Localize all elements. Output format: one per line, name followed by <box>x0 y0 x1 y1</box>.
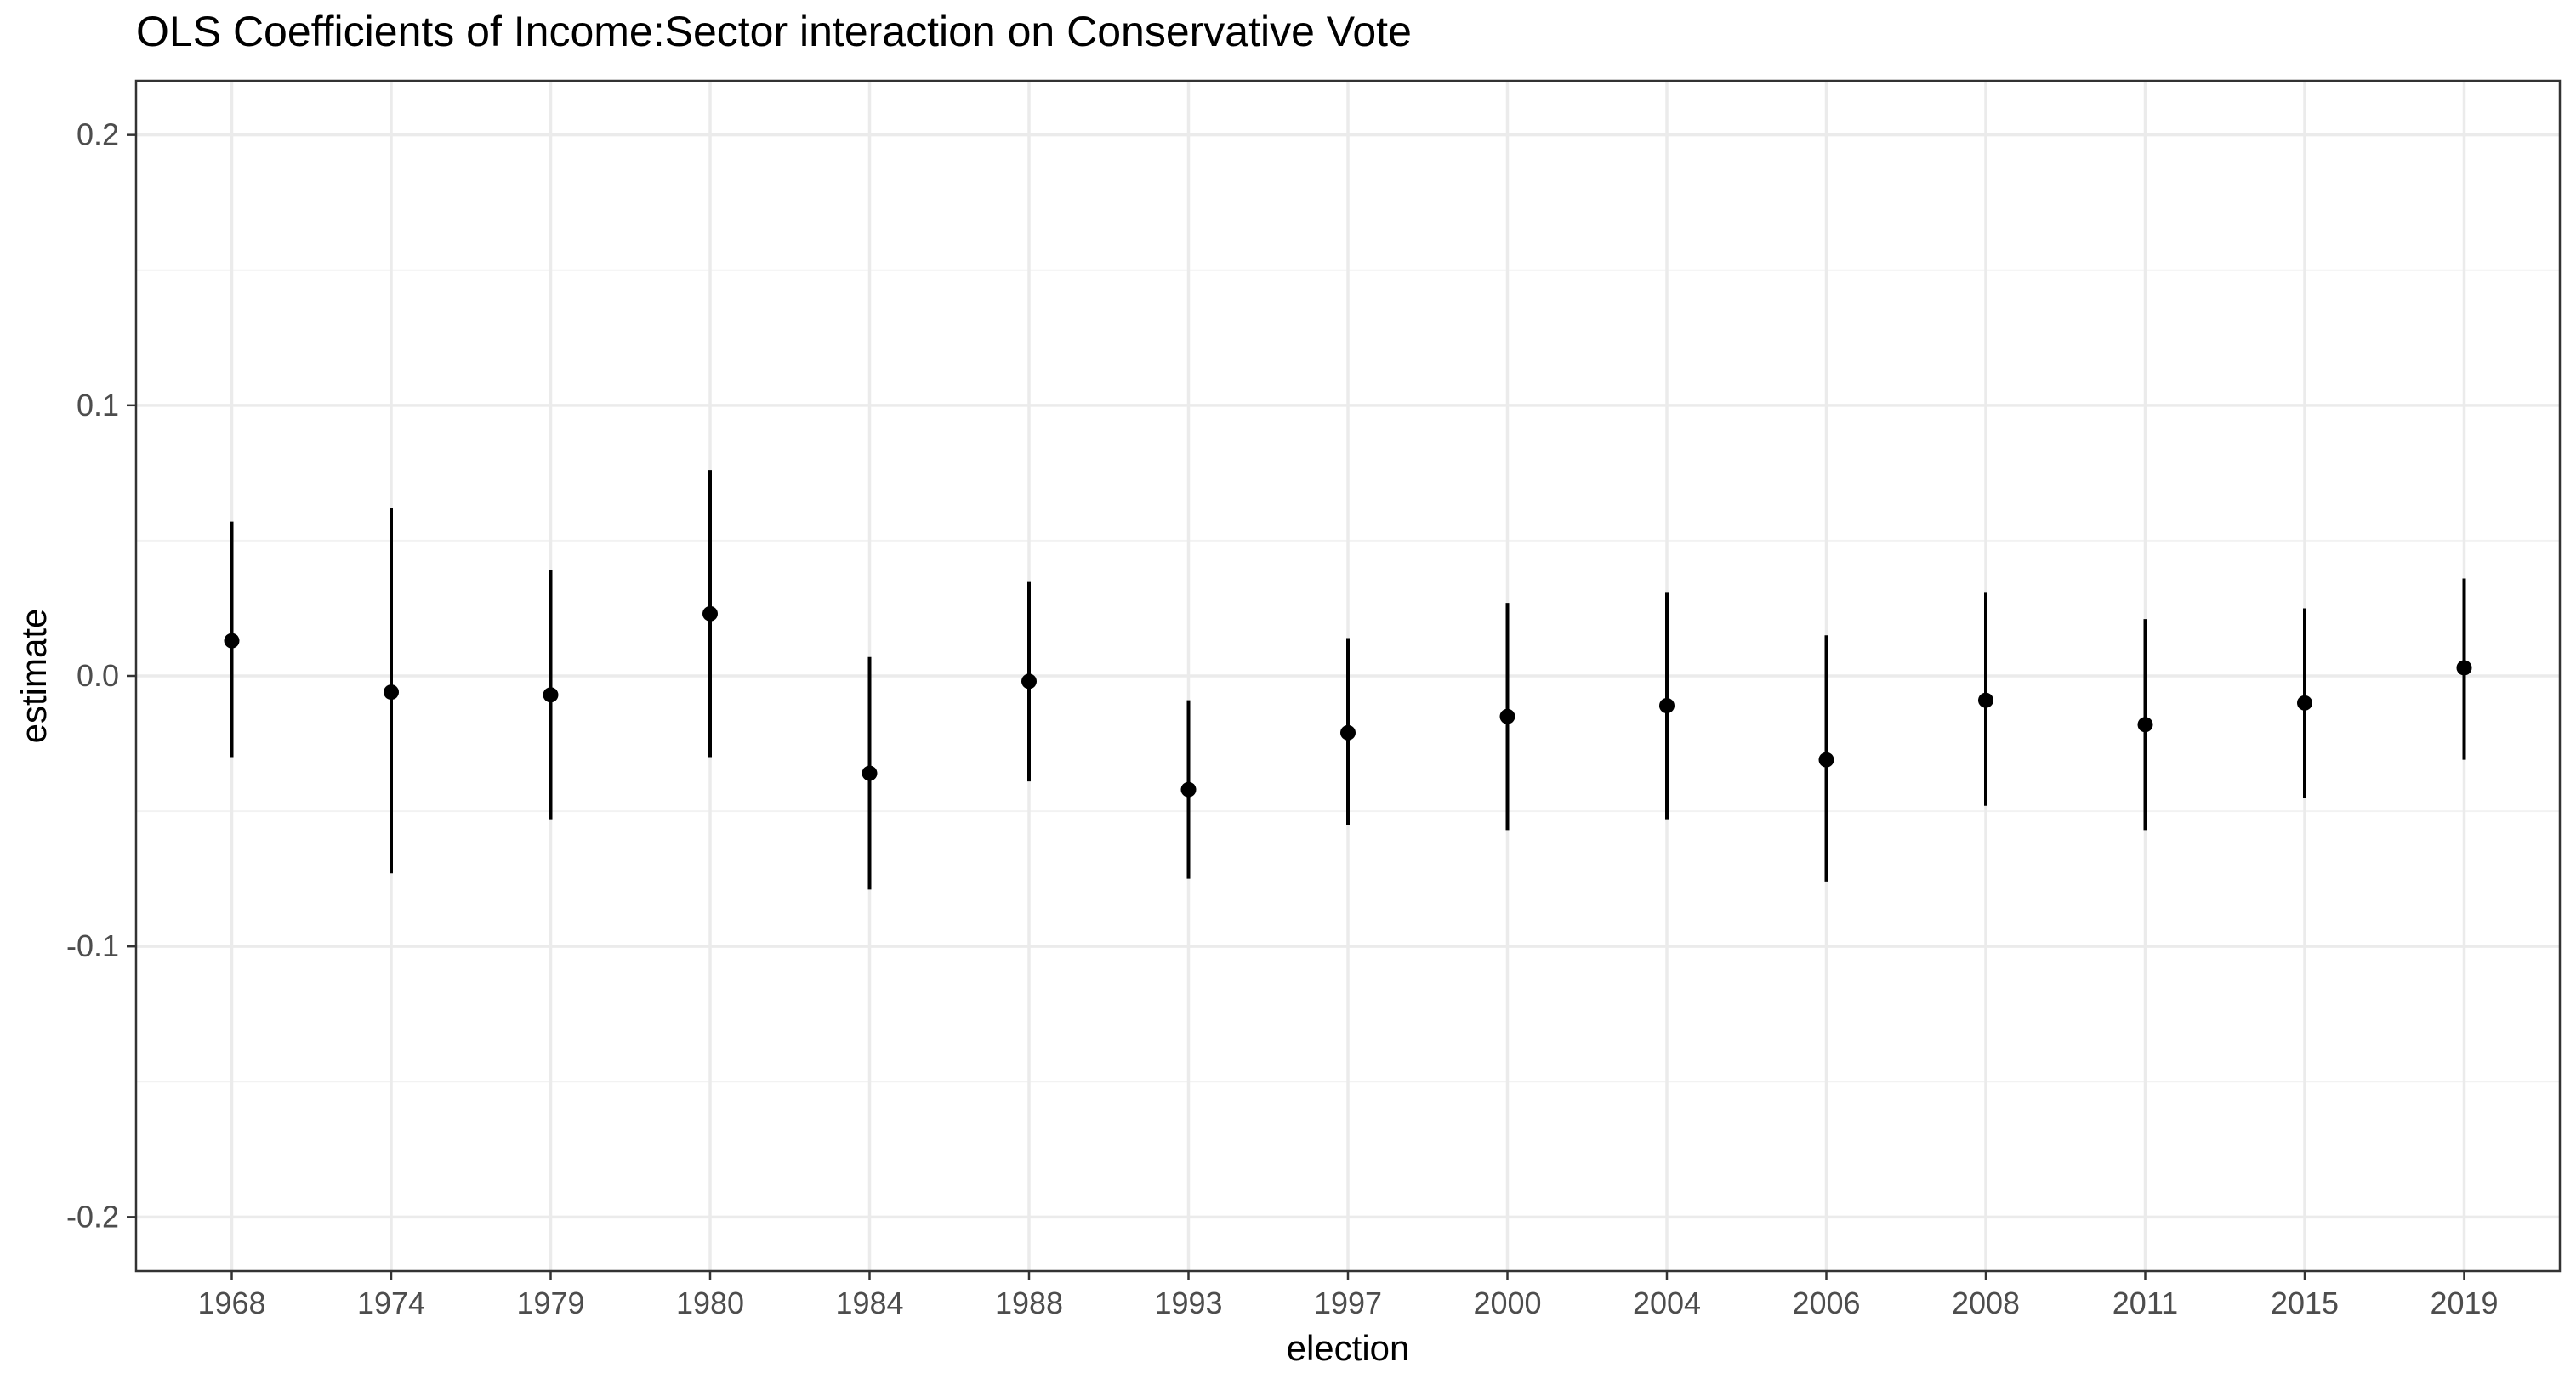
point-2008 <box>1978 692 1993 708</box>
point-1984 <box>862 765 878 781</box>
axes: -0.2 -0.1 0.0 0.1 0.2 1968 1974 1979 1980 1984 198… <box>66 117 2499 1320</box>
point-2004 <box>1659 698 1675 713</box>
y-tick-label: 0.1 <box>77 388 119 423</box>
x-tick-label: 1997 <box>1314 1286 1382 1320</box>
point-2015 <box>2297 695 2312 711</box>
point-1979 <box>543 687 559 703</box>
x-tick-label: 1988 <box>995 1286 1063 1320</box>
point-2011 <box>2137 717 2153 733</box>
data-marks <box>224 470 2472 890</box>
y-tick-label: -0.1 <box>66 928 119 963</box>
y-tick-label: 0.2 <box>77 117 119 152</box>
x-tick-label: 2008 <box>1952 1286 2020 1320</box>
x-tick-label: 2015 <box>2271 1286 2339 1320</box>
x-tick-label: 2011 <box>2113 1286 2178 1320</box>
x-tick-label: 2006 <box>1792 1286 1860 1320</box>
point-1997 <box>1340 724 1356 741</box>
x-tick-label: 1968 <box>197 1286 265 1320</box>
y-tick-label: -0.2 <box>66 1199 119 1234</box>
point-1988 <box>1021 673 1037 690</box>
x-tick-label: 2019 <box>2430 1286 2498 1320</box>
point-1974 <box>384 684 399 701</box>
y-axis-title: estimate <box>14 609 54 744</box>
point-1968 <box>224 633 240 649</box>
x-axis-title: election <box>1287 1328 1410 1368</box>
point-1980 <box>702 605 718 622</box>
point-1993 <box>1180 781 1197 798</box>
x-tick-label: 1984 <box>835 1286 903 1320</box>
point-2000 <box>1499 708 1515 724</box>
x-tick-label: 1980 <box>676 1286 744 1320</box>
x-tick-label: 1979 <box>516 1286 584 1320</box>
point-2006 <box>1818 752 1834 768</box>
x-tick-label: 1993 <box>1154 1286 1222 1320</box>
x-tick-label: 1974 <box>357 1286 425 1320</box>
y-tick-label: 0.0 <box>77 658 119 693</box>
x-tick-label: 2000 <box>1473 1286 1541 1320</box>
point-2019 <box>2456 660 2472 676</box>
chart-title: OLS Coefficients of Income:Sector intera… <box>136 8 1412 55</box>
x-tick-label: 2004 <box>1633 1286 1701 1320</box>
